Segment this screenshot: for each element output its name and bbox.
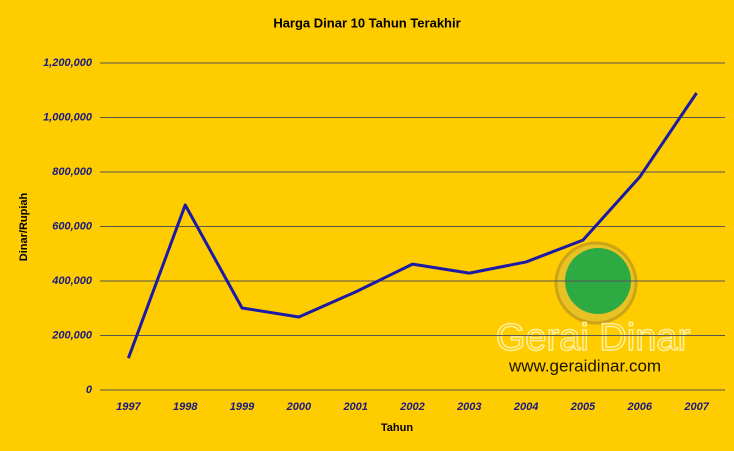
x-tick-label: 2005 [570,401,596,413]
y-axis-title: Dinar/Rupiah [18,192,30,261]
y-tick-label: 1,200,000 [43,57,93,69]
x-axis-title: Tahun [381,422,413,434]
y-tick-label: 1,000,000 [43,111,93,123]
x-tick-label: 2007 [683,401,709,413]
chart-title: Harga Dinar 10 Tahun Terakhir [273,15,460,30]
x-tick-label: 1998 [173,401,198,413]
x-tick-label: 2000 [286,401,312,413]
x-tick-label: 2002 [399,401,424,413]
y-tick-label: 400,000 [51,275,93,287]
watermark-url: www.geraidinar.com [508,356,661,375]
y-tick-label: 800,000 [52,166,93,178]
x-tick-label: 2001 [342,401,367,413]
y-tick-label: 200,000 [51,329,93,341]
y-tick-label: 600,000 [52,220,93,232]
x-tick-label: 2006 [627,401,653,413]
x-tick-label: 2004 [513,401,538,413]
watermark-name: Gerai Dinar [496,317,691,359]
y-tick-label: 0 [86,384,93,396]
data-line [127,92,698,359]
x-tick-label: 1999 [230,401,255,413]
x-tick-label: 2003 [456,401,481,413]
x-tick-label: 1997 [116,401,141,413]
